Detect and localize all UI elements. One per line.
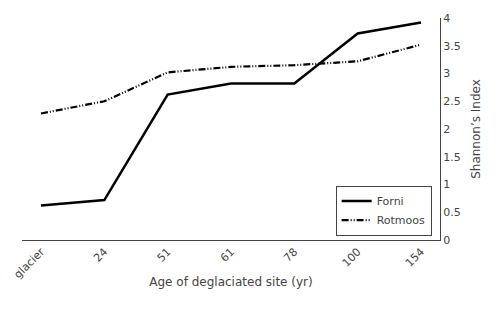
svg-text:Rotmoos: Rotmoos: [377, 214, 425, 227]
svg-text:Age of deglaciated site (yr): Age of deglaciated site (yr): [149, 275, 312, 289]
svg-text:0: 0: [443, 234, 450, 247]
svg-text:1.5: 1.5: [443, 151, 461, 164]
svg-text:glacier: glacier: [12, 245, 48, 281]
svg-text:1: 1: [443, 178, 450, 191]
svg-text:61: 61: [218, 246, 237, 265]
svg-text:78: 78: [281, 246, 300, 265]
svg-text:51: 51: [155, 246, 174, 265]
svg-text:154: 154: [403, 246, 427, 270]
svg-text:Shannon’s Index: Shannon’s Index: [469, 79, 483, 179]
svg-text:3.5: 3.5: [443, 40, 461, 53]
svg-text:100: 100: [340, 246, 364, 270]
svg-text:2: 2: [443, 123, 450, 136]
svg-text:2.5: 2.5: [443, 95, 461, 108]
svg-text:Forni: Forni: [377, 195, 404, 208]
svg-text:24: 24: [91, 246, 110, 265]
svg-text:4: 4: [443, 12, 450, 25]
svg-text:0.5: 0.5: [443, 206, 461, 219]
svg-text:3: 3: [443, 67, 450, 80]
